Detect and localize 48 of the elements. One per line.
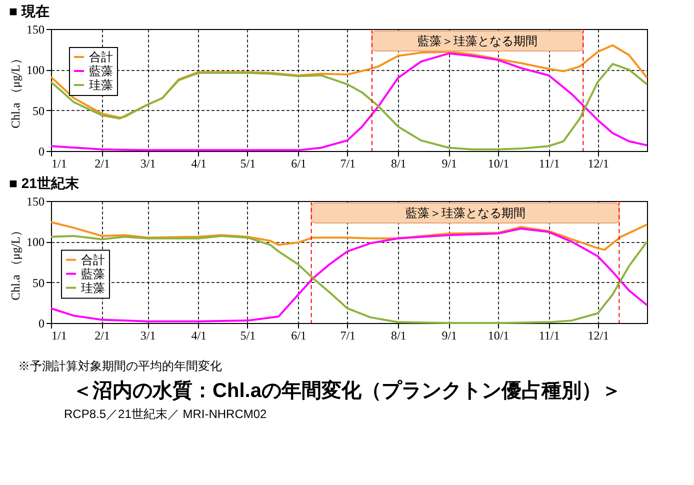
y-axis-title: Chl.a （μg/L） (8, 52, 22, 128)
x-tick-label: 6/1 (291, 156, 306, 170)
x-tick-label: 6/1 (291, 328, 306, 342)
x-tick-label: 12/1 (588, 156, 610, 170)
x-tick-label: 9/1 (442, 328, 458, 342)
band-label: 藍藻＞珪藻となる期間 (405, 206, 526, 220)
chart-title: ■ 21世紀末 (9, 175, 80, 191)
text: ※予測計算対象期間の平均的年間変化 (18, 358, 223, 375)
y-tick-label: 150 (26, 194, 44, 208)
line-series (50, 221, 648, 251)
text: ＜沼内の水質：Chl.aの年間変化（プランクトン優占種別）＞ (72, 378, 622, 404)
y-tick-label: 50 (32, 276, 44, 290)
x-tick-label: 2/1 (94, 156, 110, 170)
x-tick-label: 5/1 (240, 156, 256, 170)
legend-label: 珪藻 (81, 280, 105, 295)
legend-label: 藍藻 (81, 266, 105, 281)
x-tick-label: 11/1 (538, 156, 560, 170)
x-tick-label: 4/1 (191, 328, 207, 342)
x-tick-label: 10/1 (488, 156, 510, 170)
text: RCP8.5／21世紀末／ MRI-NHRCM02 (64, 406, 268, 423)
legend-label: 合計 (89, 50, 113, 64)
x-tick-label: 10/1 (488, 328, 510, 342)
legend-label: 藍藻 (89, 64, 113, 78)
y-tick-label: 100 (26, 63, 44, 78)
x-tick-label: 7/1 (340, 328, 356, 342)
x-tick-label: 7/1 (340, 156, 356, 170)
legend-label: 珪藻 (89, 78, 113, 92)
x-tick-label: 8/1 (390, 328, 406, 342)
x-tick-label: 5/1 (240, 328, 256, 342)
x-tick-label: 11/1 (538, 328, 560, 342)
x-tick-label: 12/1 (588, 328, 610, 342)
y-tick-label: 150 (26, 22, 44, 36)
legend-label: 合計 (81, 252, 105, 267)
chart-title: ■ 現在 (9, 3, 50, 19)
x-tick-label: 4/1 (191, 156, 207, 170)
band-label: 藍藻＞珪藻となる期間 (418, 34, 538, 48)
y-tick-label: 0 (38, 316, 44, 330)
x-tick-label: 8/1 (390, 156, 406, 170)
x-tick-label: 3/1 (140, 156, 156, 170)
x-tick-label: 1/1 (52, 156, 67, 170)
x-tick-label: 9/1 (442, 156, 458, 170)
x-tick-label: 2/1 (94, 328, 110, 342)
y-tick-label: 0 (38, 144, 44, 158)
y-tick-label: 100 (26, 235, 44, 250)
x-tick-label: 1/1 (52, 328, 67, 342)
x-tick-label: 3/1 (140, 328, 156, 342)
y-axis-title: Chl.a （μg/L） (8, 224, 22, 300)
y-tick-label: 50 (32, 104, 44, 118)
